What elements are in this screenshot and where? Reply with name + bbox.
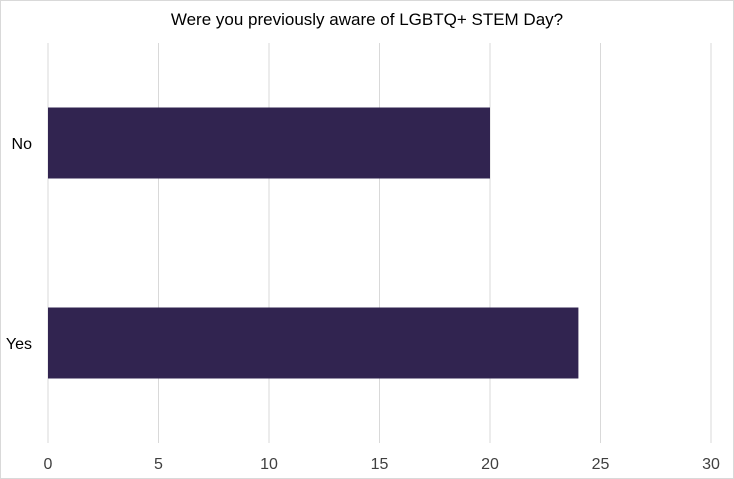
x-tick-label: 30 [702,456,720,473]
x-tick-label: 20 [481,456,499,473]
x-tick-label: 25 [592,456,610,473]
category-label: No [12,136,33,153]
x-tick-label: 15 [371,456,389,473]
x-tick-label: 5 [154,456,163,473]
x-tick-label: 0 [44,456,53,473]
chart-title: Were you previously aware of LGBTQ+ STEM… [170,10,564,29]
x-tick-label: 10 [260,456,278,473]
category-label: Yes [6,336,32,353]
bar-yes [48,307,579,379]
bar-no [48,107,490,179]
